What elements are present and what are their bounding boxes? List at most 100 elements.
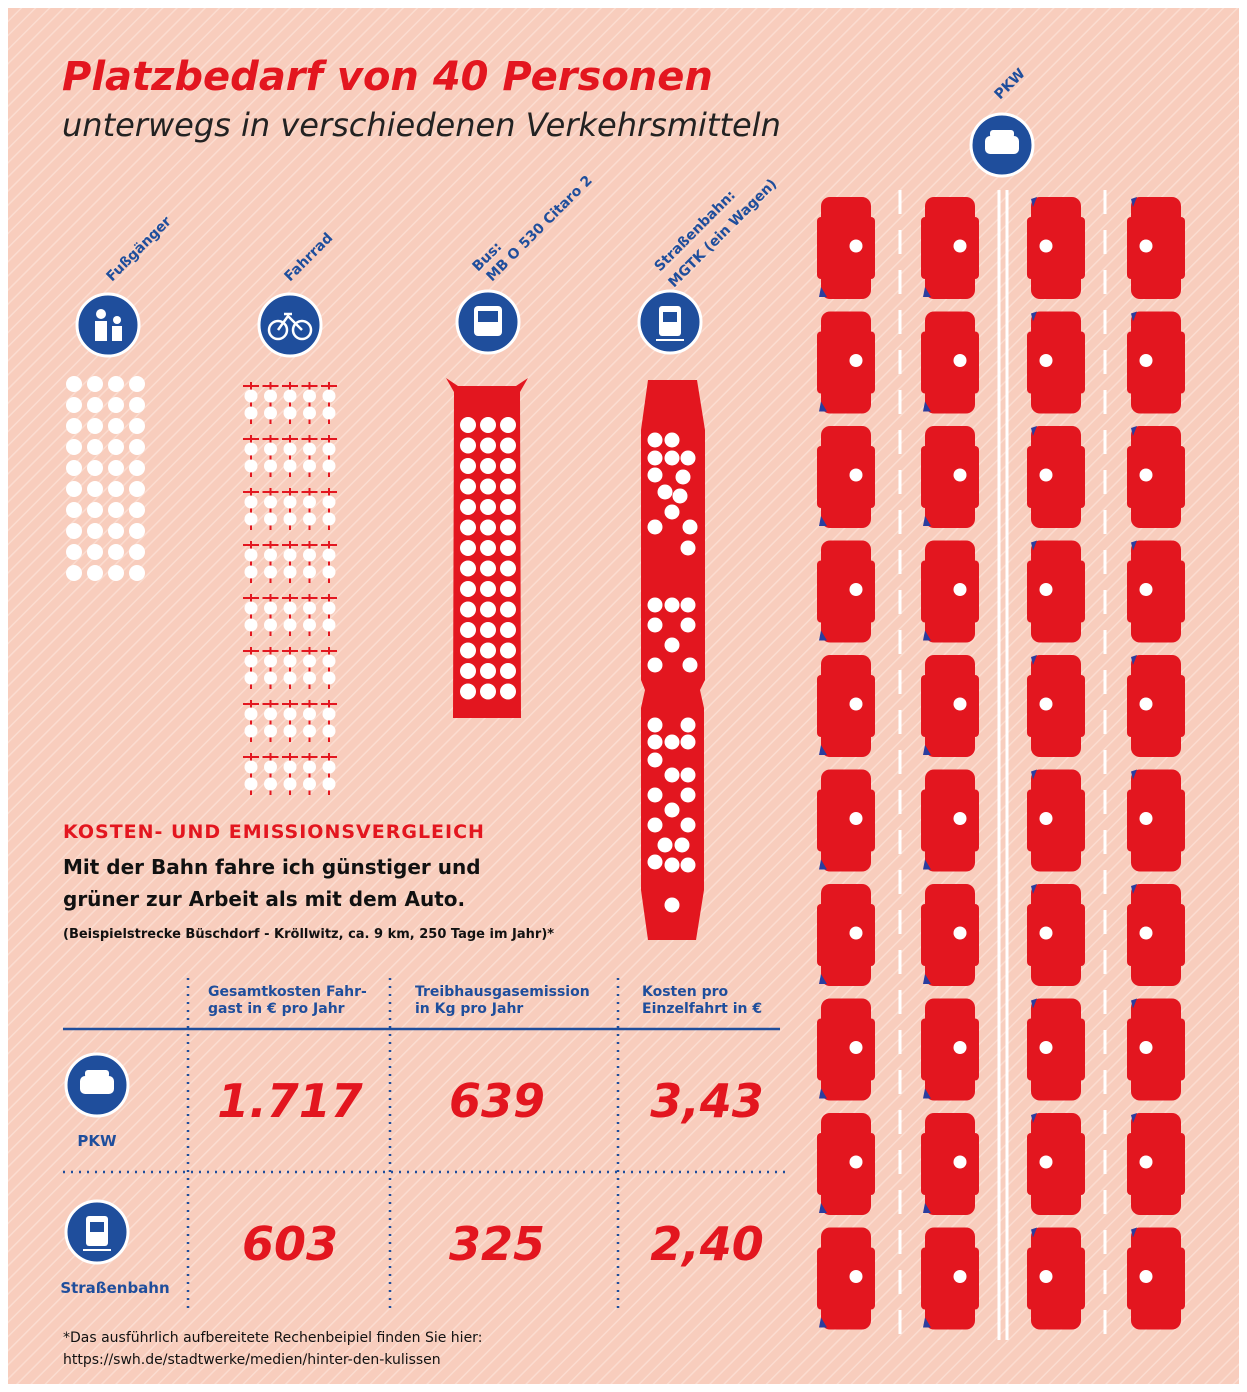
car	[1027, 1019, 1085, 1081]
bus-seat	[500, 520, 516, 536]
car	[921, 332, 979, 394]
tram-seat	[665, 768, 680, 783]
car-driver	[1040, 1041, 1053, 1054]
car	[817, 1019, 875, 1081]
bike	[245, 566, 258, 579]
bus-seat	[460, 438, 476, 454]
bike	[323, 725, 336, 738]
car	[1127, 561, 1185, 623]
bus-seat	[500, 581, 516, 597]
pedestrian	[66, 523, 82, 539]
bus-seat	[480, 663, 496, 679]
bike	[303, 549, 316, 562]
bike	[284, 725, 297, 738]
footnote: https://swh.de/stadtwerke/medien/hinter-…	[63, 1352, 441, 1368]
car	[921, 790, 979, 852]
bike	[264, 655, 277, 668]
pedestrian	[66, 460, 82, 476]
car	[921, 446, 979, 508]
car	[817, 904, 875, 966]
tram-seat	[648, 520, 663, 535]
bus-seat	[460, 581, 476, 597]
bus-seat	[500, 540, 516, 556]
car-driver	[1140, 354, 1153, 367]
bus-seat	[460, 499, 476, 515]
column-header: Gesamtkosten Fahr-	[208, 984, 367, 1000]
car	[921, 1248, 979, 1310]
car	[817, 1248, 875, 1310]
bike	[323, 566, 336, 579]
car-driver	[850, 354, 863, 367]
car-driver	[954, 583, 967, 596]
car	[817, 446, 875, 508]
bike	[303, 725, 316, 738]
bike	[284, 655, 297, 668]
bike	[323, 496, 336, 509]
cell-value: 2,40	[650, 1217, 764, 1271]
pedestrian	[66, 565, 82, 581]
car-driver	[954, 698, 967, 711]
bus-seat	[460, 540, 476, 556]
bike	[245, 390, 258, 403]
bike	[284, 443, 297, 456]
car	[921, 904, 979, 966]
bike	[284, 496, 297, 509]
car-driver	[1040, 698, 1053, 711]
bike	[284, 566, 297, 579]
tram-seat	[681, 788, 696, 803]
bus-seat	[500, 643, 516, 659]
pedestrian	[108, 502, 124, 518]
car-driver	[850, 240, 863, 253]
car-driver	[954, 1270, 967, 1283]
bus-seat	[480, 561, 496, 577]
column-header: Treibhausgasemission	[415, 984, 590, 1000]
pedestrian	[129, 439, 145, 455]
tram-seat	[648, 618, 663, 633]
bike	[245, 655, 258, 668]
car	[1127, 675, 1185, 737]
bike	[323, 460, 336, 473]
bus-seat	[480, 438, 496, 454]
car-driver	[850, 1041, 863, 1054]
pedestrian	[66, 418, 82, 434]
bike	[264, 513, 277, 526]
bus-seat	[500, 438, 516, 454]
bike	[264, 390, 277, 403]
bus-seat	[480, 581, 496, 597]
bike	[264, 460, 277, 473]
bike	[323, 513, 336, 526]
bike	[284, 602, 297, 615]
pedestrian	[87, 376, 103, 392]
bike	[303, 513, 316, 526]
car-driver	[850, 583, 863, 596]
bike	[264, 725, 277, 738]
bike	[303, 443, 316, 456]
pedestrian	[129, 523, 145, 539]
bus-seat	[480, 458, 496, 474]
car-driver	[1040, 469, 1053, 482]
pedestrian	[129, 565, 145, 581]
car-driver	[1040, 1270, 1053, 1283]
bike	[264, 778, 277, 791]
tram-seat	[648, 855, 663, 870]
bike	[323, 672, 336, 685]
car	[1127, 790, 1185, 852]
bus-seat	[480, 684, 496, 700]
bike	[264, 672, 277, 685]
tram-seat	[648, 718, 663, 733]
bike	[245, 549, 258, 562]
car	[1127, 332, 1185, 394]
pedestrian	[129, 502, 145, 518]
car	[1127, 217, 1185, 279]
car-driver	[850, 812, 863, 825]
bike	[303, 778, 316, 791]
bus-seat	[460, 663, 476, 679]
cell-value: 3,43	[650, 1074, 764, 1128]
tram-seat	[658, 485, 673, 500]
bus-seat	[460, 602, 476, 618]
bus-seat	[480, 622, 496, 638]
bike	[264, 602, 277, 615]
car	[921, 675, 979, 737]
tram-seat	[665, 898, 680, 913]
bus-seat	[500, 458, 516, 474]
